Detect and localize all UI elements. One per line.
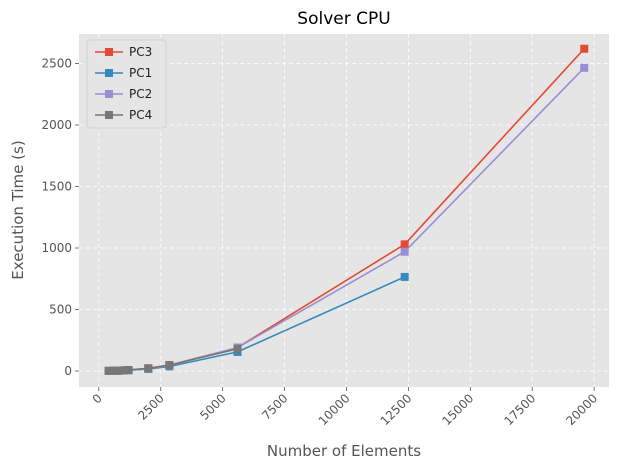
legend-label-pc1: PC1	[129, 66, 152, 80]
data-point-pc4	[119, 366, 128, 375]
chart-title: Solver CPU	[297, 9, 390, 29]
legend-box	[86, 39, 167, 129]
legend-marker-pc2	[105, 90, 113, 98]
data-point-pc4	[109, 366, 118, 375]
data-point-pc2	[580, 63, 589, 72]
data-point-pc3	[580, 44, 589, 53]
y-tick-label: 1500	[41, 180, 72, 194]
data-point-pc4	[114, 366, 123, 375]
data-point-pc2	[400, 247, 409, 256]
y-tick-label: 0	[64, 364, 72, 378]
x-tick-label: 17500	[501, 391, 538, 428]
y-tick-label: 1000	[41, 241, 72, 255]
plot-area	[79, 34, 609, 387]
y-tick-label: 2000	[41, 118, 72, 132]
x-tick-label: 0	[90, 391, 105, 406]
legend-marker-pc1	[105, 69, 113, 77]
x-tick-label: 15000	[440, 391, 477, 428]
data-point-pc4	[124, 366, 133, 375]
data-point-pc3	[400, 240, 409, 249]
data-point-pc4	[144, 364, 153, 373]
series-pc4	[104, 344, 242, 375]
x-tick-label: 12500	[378, 391, 415, 428]
y-axis-label: Execution Time (s)	[9, 140, 27, 279]
x-tick-label: 20000	[563, 391, 600, 428]
legend-marker-pc3	[105, 48, 113, 56]
legend-marker-pc4	[105, 111, 113, 119]
x-tick-label: 5000	[197, 391, 228, 422]
x-tick-label: 7500	[259, 391, 290, 422]
legend-label-pc3: PC3	[129, 45, 152, 59]
grid-lines	[79, 34, 609, 387]
data-point-pc4	[104, 366, 113, 375]
data-point-pc4	[165, 361, 174, 370]
y-tick-label: 2500	[41, 57, 72, 71]
legend-label-pc2: PC2	[129, 87, 152, 101]
legend: PC3 PC1 PC2 PC4	[86, 39, 167, 129]
series-layer	[104, 44, 589, 375]
legend-label-pc4: PC4	[129, 108, 152, 122]
x-axis-label: Number of Elements	[267, 442, 421, 460]
x-tick-label: 2500	[135, 391, 166, 422]
x-tick-label: 10000	[316, 391, 353, 428]
y-tick-label: 500	[49, 303, 72, 317]
data-point-pc1	[400, 272, 409, 281]
data-point-pc4	[233, 344, 242, 353]
